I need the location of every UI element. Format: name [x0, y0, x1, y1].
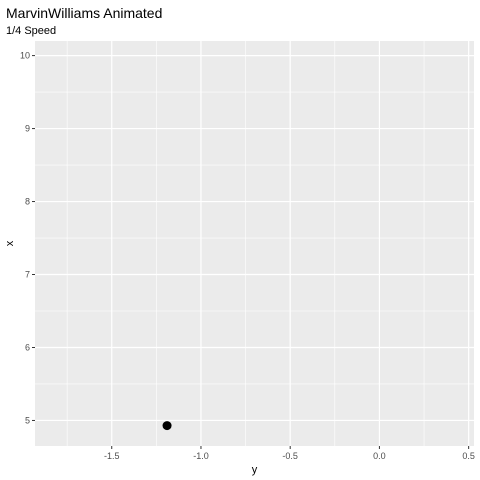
chart-title: MarvinWilliams Animated: [6, 5, 162, 21]
plot-panel: [35, 41, 474, 446]
x-tick-label: -0.5: [282, 451, 298, 461]
data-point: [162, 421, 172, 431]
y-tick-label: 9: [25, 124, 30, 134]
x-tick-label: 0.5: [462, 451, 475, 461]
x-tick-label: -1.5: [104, 451, 120, 461]
chart-subtitle: 1/4 Speed: [6, 25, 56, 37]
y-tick-label: 5: [25, 415, 30, 425]
y-axis-title: x: [4, 240, 16, 246]
y-tick-label: 10: [20, 51, 30, 61]
y-tick-label: 8: [25, 197, 30, 207]
data-points: [162, 421, 172, 431]
x-axis-title: y: [252, 464, 258, 476]
y-axis-ticks: 5 6 7 8 9 10: [20, 51, 35, 425]
major-gridlines: [35, 41, 474, 446]
x-tick-label: 0.0: [373, 451, 386, 461]
x-axis-ticks: -1.5 -1.0 -0.5 0.0 0.5: [104, 446, 475, 461]
minor-gridlines: [35, 41, 474, 446]
y-tick-label: 7: [25, 270, 30, 280]
y-tick-label: 6: [25, 342, 30, 352]
x-tick-label: -1.0: [193, 451, 209, 461]
